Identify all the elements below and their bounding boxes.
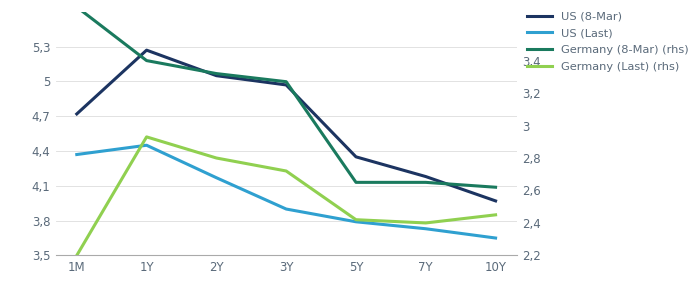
- Line: Germany (Last) (rhs): Germany (Last) (rhs): [77, 137, 496, 255]
- Germany (Last) (rhs): [142, 135, 151, 139]
- Germany (8-Mar) (rhs): [212, 72, 221, 75]
- Line: US (Last): US (Last): [77, 145, 496, 238]
- Germany (8-Mar) (rhs): [491, 185, 500, 189]
- US (8-Mar): [142, 48, 151, 52]
- Germany (8-Mar) (rhs): [422, 181, 430, 184]
- US (8-Mar): [352, 155, 360, 159]
- US (8-Mar): [491, 199, 500, 203]
- US (Last): [282, 207, 290, 211]
- Germany (Last) (rhs): [422, 221, 430, 225]
- US (Last): [422, 227, 430, 230]
- US (Last): [352, 220, 360, 224]
- US (Last): [142, 143, 151, 147]
- Germany (Last) (rhs): [212, 156, 221, 160]
- Germany (Last) (rhs): [352, 218, 360, 222]
- US (Last): [491, 236, 500, 240]
- Germany (8-Mar) (rhs): [282, 80, 290, 83]
- US (8-Mar): [73, 112, 81, 116]
- Germany (Last) (rhs): [282, 169, 290, 173]
- Legend: US (8-Mar), US (Last), Germany (8-Mar) (rhs), Germany (Last) (rhs): US (8-Mar), US (Last), Germany (8-Mar) (…: [527, 12, 689, 72]
- US (Last): [212, 176, 221, 179]
- Germany (8-Mar) (rhs): [73, 5, 81, 9]
- US (8-Mar): [422, 175, 430, 178]
- Line: US (8-Mar): US (8-Mar): [77, 50, 496, 201]
- US (8-Mar): [212, 74, 221, 78]
- Germany (8-Mar) (rhs): [352, 181, 360, 184]
- Germany (Last) (rhs): [73, 254, 81, 257]
- US (Last): [73, 153, 81, 156]
- Line: Germany (8-Mar) (rhs): Germany (8-Mar) (rhs): [77, 7, 496, 187]
- Germany (8-Mar) (rhs): [142, 59, 151, 62]
- US (8-Mar): [282, 83, 290, 87]
- Germany (Last) (rhs): [491, 213, 500, 217]
